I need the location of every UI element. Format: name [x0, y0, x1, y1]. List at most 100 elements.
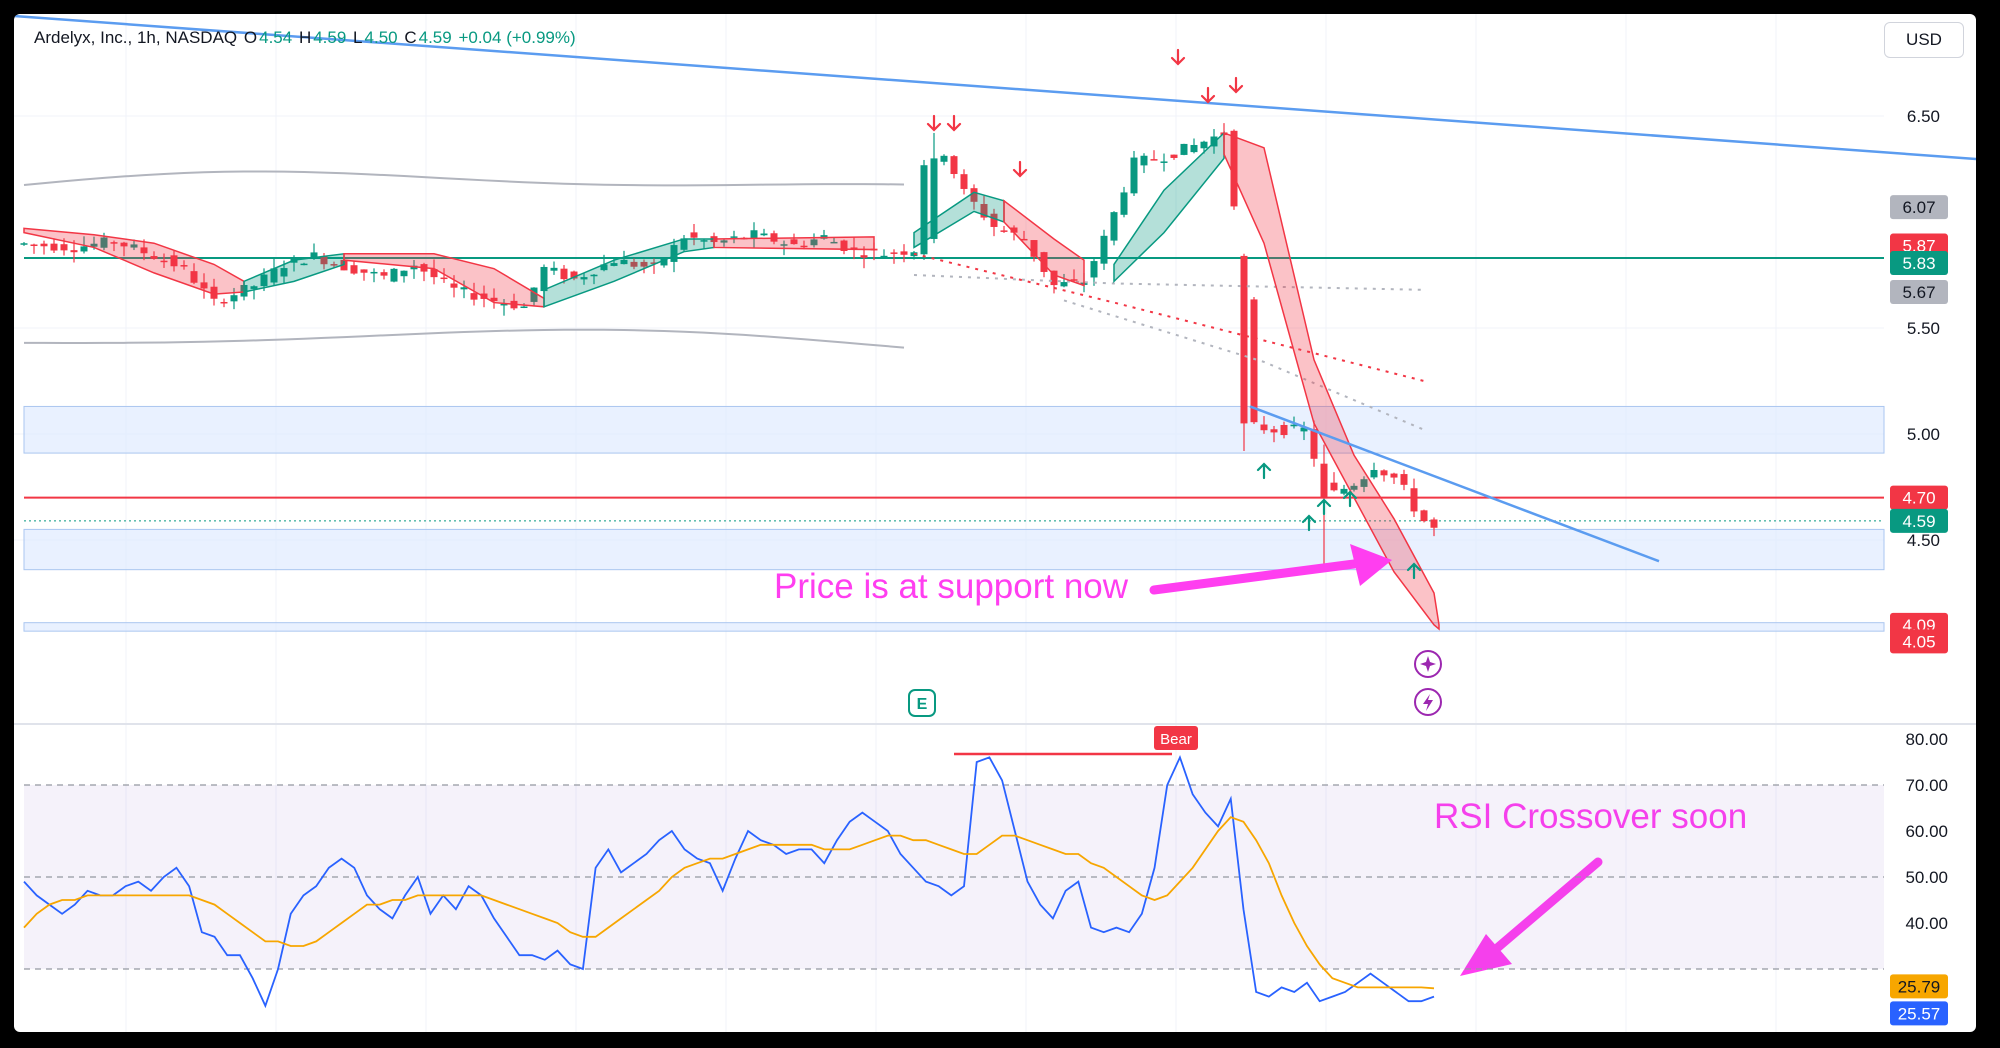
candle-body — [750, 230, 758, 239]
bollinger-upper-projection — [913, 274, 1425, 291]
candle-body — [1330, 482, 1338, 491]
candle-body — [380, 272, 388, 276]
price-axis[interactable]: 6.50 5.50 5.00 4.50 6.07 5.875.83 5.67 4.70 4.59… — [1890, 107, 1948, 1026]
buy-signal-arrow-1 — [1301, 514, 1317, 532]
ribbon-bull-1 — [243, 252, 345, 293]
support-zone-0 — [23, 405, 1885, 454]
candle-body — [1230, 130, 1238, 207]
price-badge-6-07 — [1890, 195, 1948, 220]
candle-body — [360, 269, 368, 273]
candle-body — [540, 266, 548, 292]
rsi-badge-label: 25.57 — [1898, 1004, 1941, 1023]
candle-body — [470, 293, 478, 300]
bear-label: Bear — [1160, 731, 1192, 748]
currency-button[interactable]: USD — [1884, 22, 1964, 58]
candle-body — [160, 260, 168, 263]
price-badge-4-59 — [1890, 508, 1948, 533]
rsi-tick-80.00: 80.00 — [1905, 730, 1948, 749]
candle-body — [970, 188, 978, 202]
sell-signal-arrow-1 — [946, 114, 962, 132]
candle-body — [190, 271, 198, 283]
candle-body — [50, 243, 58, 251]
candle-body — [1010, 227, 1018, 233]
candle-body — [120, 242, 128, 247]
candle-body — [1320, 463, 1328, 498]
candle-body — [1250, 299, 1258, 423]
candle-body — [320, 255, 328, 265]
candle-body — [1170, 154, 1178, 158]
candle-body — [1280, 424, 1288, 436]
rsi-badge — [1890, 1001, 1948, 1026]
candle-body — [1160, 161, 1168, 163]
candle-body — [310, 252, 318, 259]
candle-body — [1360, 479, 1368, 487]
rsi-line — [23, 754, 1435, 1009]
candle-body — [1140, 155, 1148, 166]
price-badge-5-83 — [1890, 251, 1948, 276]
candle-body — [810, 239, 818, 246]
candle-body — [1110, 212, 1118, 241]
price-badge-label-5-87: 5.87 — [1902, 237, 1935, 256]
candle-body — [140, 247, 148, 254]
support-arrow-shaft — [1149, 559, 1359, 595]
candle-body — [170, 255, 178, 267]
candle-body — [1420, 510, 1428, 522]
candle-body — [110, 242, 118, 244]
price-badge-label-4-59: 4.59 — [1902, 512, 1935, 531]
candle-body — [550, 267, 558, 271]
price-badge-4-70 — [1890, 485, 1948, 510]
chart-frame: Price is at support now RSI Crossover soo… — [14, 14, 1976, 1032]
candle-body — [800, 245, 808, 248]
ribbon-bear-3 — [713, 236, 875, 251]
rsi-tick-40.00: 40.00 — [1905, 914, 1948, 933]
candle-body — [430, 269, 438, 278]
candle-body — [490, 297, 498, 302]
earnings-marker[interactable] — [908, 689, 936, 717]
support-annotation-text: Price is at support now — [774, 567, 1129, 606]
price-badge-5-67 — [1890, 279, 1948, 304]
candle-body — [1180, 143, 1188, 155]
candle-body — [690, 232, 698, 238]
candle-body — [1430, 519, 1438, 528]
candle-body — [200, 282, 208, 289]
ribbon-bull-2 — [543, 238, 715, 308]
candle-body — [1000, 230, 1008, 232]
price-tick-6.50: 6.50 — [1907, 107, 1940, 126]
candle-body — [400, 270, 408, 277]
bollinger-mid-projection — [913, 252, 1425, 382]
candle-body — [1310, 429, 1318, 459]
candle-body — [1130, 157, 1138, 194]
chart-canvas[interactable]: Price is at support now RSI Crossover soo… — [14, 14, 1976, 1032]
descending-trendline-bottom — [1249, 405, 1660, 563]
candle-body — [960, 174, 968, 189]
candle-body — [940, 155, 948, 162]
candles — [20, 123, 1438, 566]
sell-signal-arrow-2 — [1012, 160, 1028, 178]
sell-signal-arrow-3 — [1170, 48, 1186, 66]
open-value: 4.54 — [259, 28, 293, 47]
price-badge-label-5-83: 5.83 — [1902, 254, 1935, 273]
candle-body — [580, 277, 588, 280]
price-pane — [14, 14, 1976, 1032]
candle-body — [460, 287, 468, 290]
sell-signal-arrow-4 — [1200, 86, 1216, 104]
candle-body — [670, 245, 678, 262]
sell-signal-arrow-5 — [1228, 76, 1244, 94]
rsi-annotation-text: RSI Crossover soon — [1434, 797, 1747, 836]
rsi-tick-60.00: 60.00 — [1905, 822, 1948, 841]
candle-body — [860, 255, 868, 258]
candle-body — [450, 283, 458, 288]
candle-body — [1290, 424, 1298, 427]
price-badge-4-05 — [1890, 629, 1948, 654]
candle-body — [1050, 270, 1058, 286]
candle-body — [530, 287, 538, 302]
price-badge-label-5-67: 5.67 — [1902, 283, 1935, 302]
candle-body — [300, 263, 308, 266]
rsi-arrow-head — [1460, 934, 1512, 976]
candle-body — [80, 246, 88, 252]
candle-body — [730, 236, 738, 238]
candle-body — [600, 264, 608, 271]
price-badge-label-4-05: 4.05 — [1902, 632, 1935, 651]
candle-body — [330, 264, 338, 266]
